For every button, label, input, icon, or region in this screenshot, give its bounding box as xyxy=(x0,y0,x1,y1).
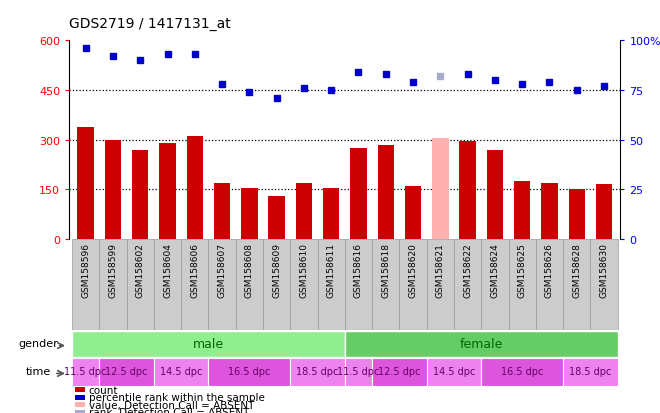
Text: GSM158621: GSM158621 xyxy=(436,242,445,297)
Bar xyxy=(345,332,618,357)
Bar xyxy=(290,358,345,386)
Text: 11.5 dpc: 11.5 dpc xyxy=(65,367,107,377)
Bar xyxy=(563,240,591,330)
Bar xyxy=(263,240,290,330)
Text: count: count xyxy=(88,385,118,395)
Text: GSM158599: GSM158599 xyxy=(108,242,117,297)
Bar xyxy=(350,149,367,240)
Bar xyxy=(345,240,372,330)
Text: GSM158626: GSM158626 xyxy=(545,242,554,297)
Bar xyxy=(209,240,236,330)
Bar xyxy=(75,402,84,407)
Bar xyxy=(454,240,481,330)
Bar xyxy=(427,358,481,386)
Text: GSM158611: GSM158611 xyxy=(327,242,336,297)
Bar xyxy=(459,142,476,240)
Bar xyxy=(345,358,372,386)
Text: 16.5 dpc: 16.5 dpc xyxy=(501,367,543,377)
Bar xyxy=(323,188,339,240)
Bar xyxy=(372,240,399,330)
Bar xyxy=(432,139,449,240)
Bar xyxy=(290,240,317,330)
Bar xyxy=(269,197,285,240)
Bar xyxy=(75,395,84,400)
Bar xyxy=(72,240,99,330)
Text: male: male xyxy=(193,337,224,350)
Text: GSM158608: GSM158608 xyxy=(245,242,254,297)
Text: GSM158622: GSM158622 xyxy=(463,242,472,297)
Bar xyxy=(181,240,209,330)
Bar xyxy=(77,127,94,240)
Bar xyxy=(72,358,99,386)
Text: 16.5 dpc: 16.5 dpc xyxy=(228,367,271,377)
Text: GSM158610: GSM158610 xyxy=(300,242,308,297)
Bar xyxy=(514,182,531,240)
Bar xyxy=(214,183,230,240)
Bar xyxy=(241,188,257,240)
Text: GSM158607: GSM158607 xyxy=(218,242,226,297)
Bar xyxy=(317,240,345,330)
Bar xyxy=(563,358,618,386)
Bar xyxy=(75,410,84,413)
Text: GSM158625: GSM158625 xyxy=(517,242,527,297)
Bar xyxy=(481,240,509,330)
Text: 14.5 dpc: 14.5 dpc xyxy=(433,367,475,377)
Bar xyxy=(159,144,176,240)
Bar xyxy=(154,240,181,330)
Bar xyxy=(296,183,312,240)
Text: GSM158616: GSM158616 xyxy=(354,242,363,297)
Text: time: time xyxy=(26,366,51,376)
Text: female: female xyxy=(459,337,503,350)
Bar xyxy=(591,240,618,330)
Bar xyxy=(99,358,154,386)
Text: 14.5 dpc: 14.5 dpc xyxy=(160,367,203,377)
Bar xyxy=(481,358,563,386)
Bar xyxy=(509,240,536,330)
Text: GSM158620: GSM158620 xyxy=(409,242,418,297)
Bar xyxy=(99,240,127,330)
Text: percentile rank within the sample: percentile rank within the sample xyxy=(88,392,265,402)
Text: gender: gender xyxy=(18,338,58,348)
Text: value, Detection Call = ABSENT: value, Detection Call = ABSENT xyxy=(88,400,254,410)
Text: GSM158618: GSM158618 xyxy=(381,242,390,297)
Text: 18.5 dpc: 18.5 dpc xyxy=(296,367,339,377)
Text: GSM158628: GSM158628 xyxy=(572,242,581,297)
Bar xyxy=(427,240,454,330)
Bar xyxy=(75,387,84,392)
Bar xyxy=(596,185,612,240)
Bar xyxy=(236,240,263,330)
Text: GSM158624: GSM158624 xyxy=(490,242,500,297)
Text: 12.5 dpc: 12.5 dpc xyxy=(106,367,148,377)
Bar xyxy=(372,358,427,386)
Bar xyxy=(378,145,394,240)
Bar xyxy=(105,140,121,240)
Bar xyxy=(187,137,203,240)
Bar xyxy=(72,332,345,357)
Bar xyxy=(486,150,503,240)
Text: GSM158596: GSM158596 xyxy=(81,242,90,297)
Text: GSM158602: GSM158602 xyxy=(136,242,145,297)
Bar xyxy=(209,358,290,386)
Bar xyxy=(541,183,558,240)
Text: GDS2719 / 1417131_at: GDS2719 / 1417131_at xyxy=(69,17,231,31)
Bar xyxy=(399,240,427,330)
Bar xyxy=(568,190,585,240)
Text: 11.5 dpc: 11.5 dpc xyxy=(337,367,379,377)
Bar xyxy=(536,240,563,330)
Text: GSM158609: GSM158609 xyxy=(272,242,281,297)
Bar xyxy=(132,150,148,240)
Text: GSM158630: GSM158630 xyxy=(599,242,609,297)
Text: rank, Detection Call = ABSENT: rank, Detection Call = ABSENT xyxy=(88,407,249,413)
Bar xyxy=(154,358,209,386)
Text: 12.5 dpc: 12.5 dpc xyxy=(378,367,420,377)
Text: GSM158604: GSM158604 xyxy=(163,242,172,297)
Text: GSM158606: GSM158606 xyxy=(190,242,199,297)
Bar xyxy=(405,187,421,240)
Text: 18.5 dpc: 18.5 dpc xyxy=(569,367,612,377)
Bar xyxy=(127,240,154,330)
